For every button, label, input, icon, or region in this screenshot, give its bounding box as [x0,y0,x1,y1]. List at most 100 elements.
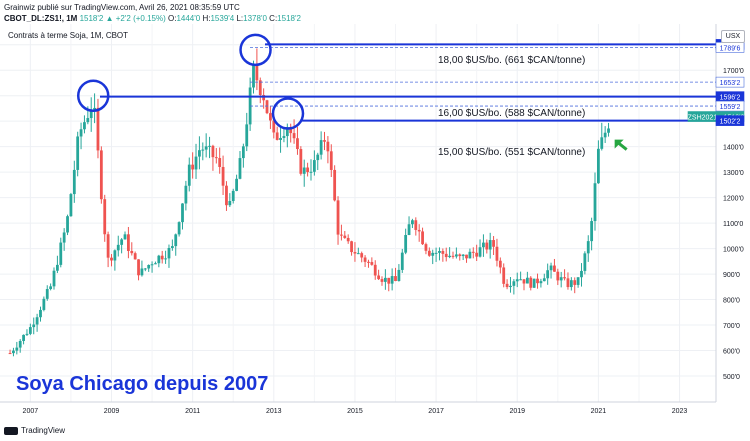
candle-body [471,251,475,253]
price-tick-label: 1400'0 [723,145,744,152]
candle-body [106,234,110,258]
candle-body [454,254,458,257]
candle-body [495,246,499,261]
candle-body [519,279,523,281]
candle-body [522,279,526,284]
price-tick-label: 1700'0 [723,68,744,75]
time-tick-label: 2017 [428,408,444,415]
candle-body [76,136,80,170]
candle-body [154,263,157,265]
time-tick-label: 2019 [509,408,525,415]
candle-body [319,140,323,155]
candle-body [346,237,350,242]
candle-body [421,231,424,245]
candle-body [103,199,107,235]
chart-area[interactable]: 1800'01700'01600'01500'01400'01300'01200… [0,24,750,424]
price-tag-label: 1559'2 [720,104,741,111]
candle-body [407,224,411,235]
candle-body [542,278,546,282]
time-tick-label: 2023 [672,408,688,415]
candle-body [225,185,228,206]
candle-body [258,80,262,95]
candle-body [404,234,408,253]
candle-body [485,242,489,250]
chart-subtitle: Contrats à terme Soja, 1M, CBOT [8,31,129,40]
price-tag-label: 1596'2 [720,95,741,102]
price-change: +2'2 (+0.15%) [115,14,166,23]
candle-body [269,113,272,121]
tradingview-logo-icon[interactable] [4,426,18,435]
candle-body [228,201,232,206]
candle-body [66,216,69,233]
price-tick-label: 1100'0 [723,221,743,228]
candle-body [380,279,384,282]
price-tick-label: 1300'0 [723,170,744,177]
candle-body [275,132,279,140]
candle-body [130,250,134,254]
low-label: L: [236,14,244,23]
candle-body [25,333,29,335]
candle-body [434,252,438,254]
candle-body [475,252,479,257]
price-chart[interactable]: 1800'01700'01600'01500'01400'01300'01200… [0,24,750,424]
candle-body [482,242,485,248]
candle-body [553,265,556,272]
peak-highlight-circle [76,79,110,112]
candle-body [113,250,117,261]
candle-body [593,183,597,222]
candle-body [583,253,587,271]
price-tick-label: 700'0 [723,323,740,330]
candle-body [191,164,195,170]
candle-body [285,127,289,137]
ohlc-line: CBOT_DL:ZS1!, 1M 1518'2 ▲ +2'2 (+0.15%) … [4,13,301,24]
time-tick-label: 2013 [266,408,282,415]
candle-body [241,146,245,159]
candle-body [580,270,583,278]
candle-body [214,157,218,159]
candle-body [204,146,208,150]
price-tag-box [715,115,745,126]
last-price: 1518'2 [79,14,104,23]
candle-body [18,340,22,348]
candle-body [329,151,333,170]
candle-body [238,158,242,179]
publisher-line: Grainwiz publié sur TradingView.com, Avr… [4,3,240,12]
level-label-16: 16,00 $US/bo. (588 $CAN/tonne) [438,108,586,119]
candle-body [198,150,201,157]
candle-body [373,264,377,276]
candle-body [465,254,468,259]
candle-body [279,137,282,140]
price-tag-label: 1653'2 [720,80,741,87]
candle-body [576,277,580,285]
price-tick-label: 800'0 [723,298,740,305]
candle-body [468,251,472,259]
candle-body [569,280,573,288]
symbol-label: CBOT_DL:ZS1!, 1M [4,14,78,23]
candle-body [350,241,353,253]
candle-body [160,255,164,260]
peak-highlight-circle [239,33,272,67]
arrow-icon-head [614,139,624,149]
candle-body [32,324,36,328]
candle-body [86,118,90,123]
candle-body [566,278,570,288]
candle-body [39,309,42,318]
currency-badge[interactable]: USX [721,30,745,43]
candle-body [245,124,249,147]
candle-body [532,278,536,288]
candle-body [187,164,191,186]
candle-body [52,270,56,287]
candle-body [316,154,320,161]
candle-body [306,167,310,173]
candle-body [488,240,492,250]
price-tag-label: 1789'6 [720,45,741,52]
candle-body [157,255,161,264]
candle-body [164,258,167,260]
candle-body [536,278,539,284]
candle-body [525,277,529,284]
candle-body [546,270,550,279]
footer-brand[interactable]: TradingView [21,426,66,435]
candle-body [397,269,401,282]
close-label: C: [269,14,278,23]
candle-body [272,120,276,133]
